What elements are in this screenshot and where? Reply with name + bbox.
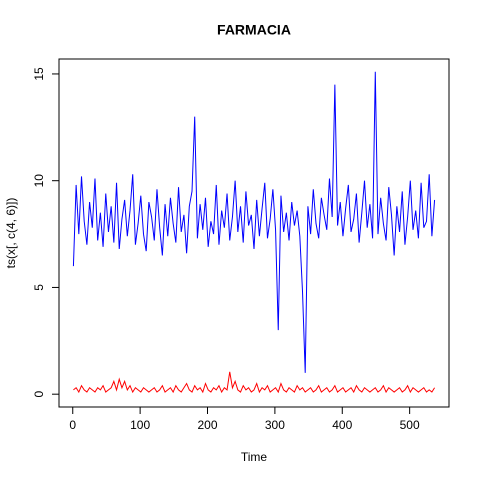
y-tick-label: 15 xyxy=(32,67,46,81)
x-tick-label: 400 xyxy=(332,418,352,432)
x-tick-label: 100 xyxy=(130,418,150,432)
x-tick-label: 500 xyxy=(400,418,420,432)
y-axis-label: ts(x[, c(4, 6)]) xyxy=(4,198,18,269)
x-tick-label: 300 xyxy=(265,418,285,432)
plot-box xyxy=(58,58,450,408)
x-tick-label: 0 xyxy=(69,418,76,432)
y-tick-label: 0 xyxy=(32,391,46,398)
series-line xyxy=(73,371,436,394)
y-tick-label: 5 xyxy=(32,284,46,291)
x-axis-label: Time xyxy=(241,450,268,464)
x-tick-label: 200 xyxy=(197,418,217,432)
y-tick-label: 10 xyxy=(32,174,46,188)
series-line xyxy=(72,71,436,373)
chart-title: FARMACIA xyxy=(217,22,291,38)
